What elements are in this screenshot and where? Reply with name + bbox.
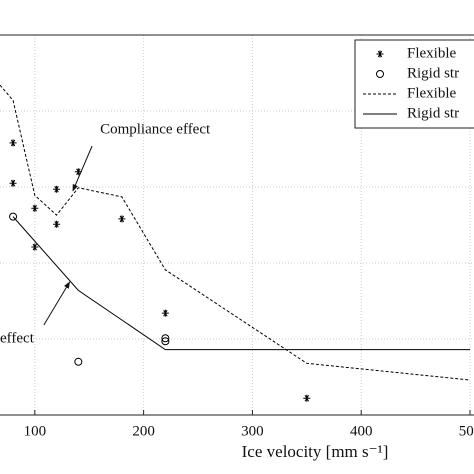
annotation-arrow — [72, 145, 93, 192]
asterisk-marker — [161, 309, 169, 317]
asterisk-marker — [303, 394, 311, 402]
asterisk-marker — [9, 139, 17, 147]
asterisk-marker — [376, 50, 384, 58]
asterisk-marker — [74, 168, 82, 176]
asterisk-marker — [31, 204, 39, 212]
x-tick-label: 100 — [24, 423, 47, 439]
x-axis-label: Ice velocity [mm s⁻¹] — [242, 442, 389, 461]
circle-marker — [161, 337, 170, 346]
asterisk-marker — [118, 215, 126, 223]
legend-label: Rigid str — [407, 65, 459, 81]
annotation-text: effect — [0, 330, 35, 346]
x-tick-label: 500 — [459, 423, 474, 439]
asterisk-marker — [31, 243, 39, 251]
circle-marker — [161, 334, 170, 343]
circle-marker — [74, 357, 83, 366]
annotation-arrow — [43, 281, 71, 326]
legend: Flexible Rigid str Flexible Rigid str — [354, 39, 474, 129]
x-tick-label: 200 — [132, 423, 155, 439]
legend-label: Rigid str — [407, 105, 459, 121]
series-line — [12, 216, 470, 351]
legend-label: Flexible — [407, 45, 457, 61]
legend-box — [354, 39, 474, 129]
series-line — [0, 84, 471, 381]
annotation-text: Compliance effect — [100, 121, 211, 137]
legend-label: Flexible — [407, 85, 457, 101]
asterisk-marker — [9, 179, 17, 187]
asterisk-marker — [53, 185, 61, 193]
x-tick-label: 400 — [350, 423, 373, 439]
circle-marker — [376, 70, 384, 78]
circle-marker — [9, 212, 18, 221]
asterisk-marker — [53, 220, 61, 228]
x-tick-label: 300 — [241, 423, 264, 439]
